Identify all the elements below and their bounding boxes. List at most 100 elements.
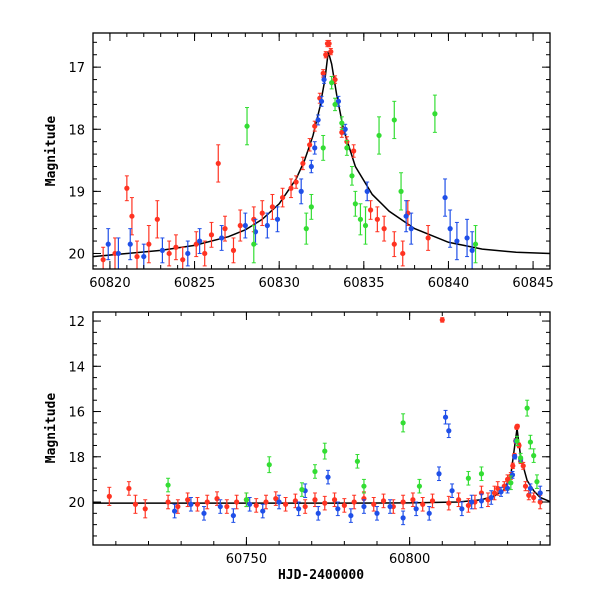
bottom-series-1-point xyxy=(325,469,331,485)
bottom-series-1-point xyxy=(446,423,452,439)
top-y-tick-label: 20 xyxy=(68,247,85,262)
top-series-0-point xyxy=(134,240,140,269)
bottom-series-0-point xyxy=(331,492,338,508)
bottom-x-axis-label: HJD-2400000 xyxy=(278,568,364,583)
top-series-2-point xyxy=(432,94,438,133)
bottom-series-1-point xyxy=(335,501,341,517)
top-series-2-point xyxy=(362,206,369,245)
bottom-series-2-point xyxy=(312,464,318,479)
top-series-1-point xyxy=(308,159,314,174)
bottom-panel: 60750 60800 12 14 16 18 20 Magnitude HJD-24000… xyxy=(44,311,551,583)
bottom-series-0-point xyxy=(420,496,426,512)
bottom-y-tick-label: 14 xyxy=(68,360,85,375)
top-series-2-point xyxy=(332,97,338,112)
top-y-tick-label: 17 xyxy=(68,61,85,76)
top-series-1-point xyxy=(219,225,225,251)
bottom-series-1-point xyxy=(537,485,543,501)
bottom-y-axis-label: Magnitude xyxy=(44,393,59,464)
bottom-series-0-point xyxy=(446,495,452,511)
bottom-series-0-point xyxy=(429,493,436,509)
bottom-series-2-point xyxy=(416,478,423,494)
top-series-0-point xyxy=(381,215,387,242)
bottom-series-1-point xyxy=(276,494,282,510)
bottom-y-tick-label: 12 xyxy=(68,315,85,330)
bottom-series-1-point xyxy=(302,483,308,498)
top-series-0-point xyxy=(237,209,243,242)
top-series-2-point xyxy=(472,225,479,264)
top-series-2-point xyxy=(376,116,382,155)
bottom-series-0-point xyxy=(142,499,148,519)
top-series-0-point xyxy=(279,187,286,208)
top-series-0-point xyxy=(124,175,130,202)
top-x-tick-label: 60835 xyxy=(343,276,384,291)
bottom-series-2-point xyxy=(534,474,540,489)
bottom-series-0-point xyxy=(456,492,462,508)
bottom-series-2-point xyxy=(527,434,534,450)
bottom-series-0-point xyxy=(491,485,498,501)
bottom-series-1-point xyxy=(172,503,178,519)
top-series-1-point xyxy=(454,221,460,261)
top-series-1-point xyxy=(312,141,318,155)
top-series-0-point xyxy=(400,240,406,267)
bottom-series-0-point xyxy=(312,492,318,508)
bottom-series-2-point xyxy=(299,482,305,497)
top-series-1-point xyxy=(197,228,203,254)
top-plot-frame xyxy=(92,32,551,270)
top-series-2-point xyxy=(251,225,257,264)
bottom-plot-frame xyxy=(92,311,551,546)
top-x-tick-label: 60830 xyxy=(259,276,300,291)
top-series-0-point xyxy=(215,144,221,183)
top-series-1-point xyxy=(105,228,111,261)
bottom-series-1-point xyxy=(374,506,380,521)
top-series-1-point xyxy=(141,243,147,269)
top-series-0-point xyxy=(222,215,228,242)
top-series-0-point xyxy=(146,225,152,264)
bottom-series-0-point xyxy=(520,461,526,470)
bottom-series-1-point xyxy=(348,508,354,523)
bottom-series-1-point xyxy=(188,496,194,512)
top-series-0-point xyxy=(269,193,276,220)
bottom-series-2-point xyxy=(322,442,328,460)
bottom-series-1-point xyxy=(469,494,475,510)
bottom-series-0-point xyxy=(175,499,181,514)
bottom-series-0-point xyxy=(522,481,529,492)
top-series-0-point xyxy=(367,200,374,220)
top-series-1-point xyxy=(242,212,248,239)
bottom-series-1-point xyxy=(201,506,207,521)
top-series-1-point xyxy=(274,206,281,233)
bottom-series-0-point xyxy=(224,499,230,514)
bottom-series-0-point xyxy=(234,494,240,510)
top-panel: 60820 60825 60830 60835 60840 60845 17 18 19 20 M… xyxy=(44,32,554,291)
top-series-1-point xyxy=(335,95,342,107)
bottom-series-0-point xyxy=(400,494,406,510)
top-series-1-point xyxy=(185,240,191,267)
top-series-2-point xyxy=(303,212,309,245)
top-series-1-point xyxy=(264,212,270,239)
bottom-x-tick-label: 60750 xyxy=(226,552,267,567)
top-series-1-point xyxy=(321,75,327,84)
top-series-0-point xyxy=(193,231,199,258)
bottom-series-0-point xyxy=(510,462,516,470)
bottom-series-0-point xyxy=(132,494,139,514)
bottom-series-1-point xyxy=(459,501,465,517)
top-series-0-point xyxy=(326,39,332,48)
top-series-2-point xyxy=(329,75,335,90)
top-model-curve-layer xyxy=(93,51,550,258)
bottom-y-tick-label: 20 xyxy=(68,496,85,511)
bottom-series-2-point xyxy=(266,456,272,474)
bottom-series-2-point xyxy=(518,452,524,463)
bottom-series-0-point xyxy=(106,486,112,506)
top-axis-ticks xyxy=(92,33,551,269)
top-series-0-point xyxy=(391,231,397,258)
bottom-series-0-point xyxy=(410,492,416,508)
top-series-0-point xyxy=(307,138,313,152)
bottom-series-1-point xyxy=(498,486,504,497)
top-series-1-point xyxy=(298,178,304,205)
bottom-series-1-point xyxy=(230,508,236,523)
top-x-tick-label: 60840 xyxy=(428,276,469,291)
top-series-0-point xyxy=(351,144,357,158)
bottom-series-2-point xyxy=(243,492,250,508)
bottom-series-0-point xyxy=(194,496,201,512)
top-series-0-point xyxy=(208,221,215,248)
